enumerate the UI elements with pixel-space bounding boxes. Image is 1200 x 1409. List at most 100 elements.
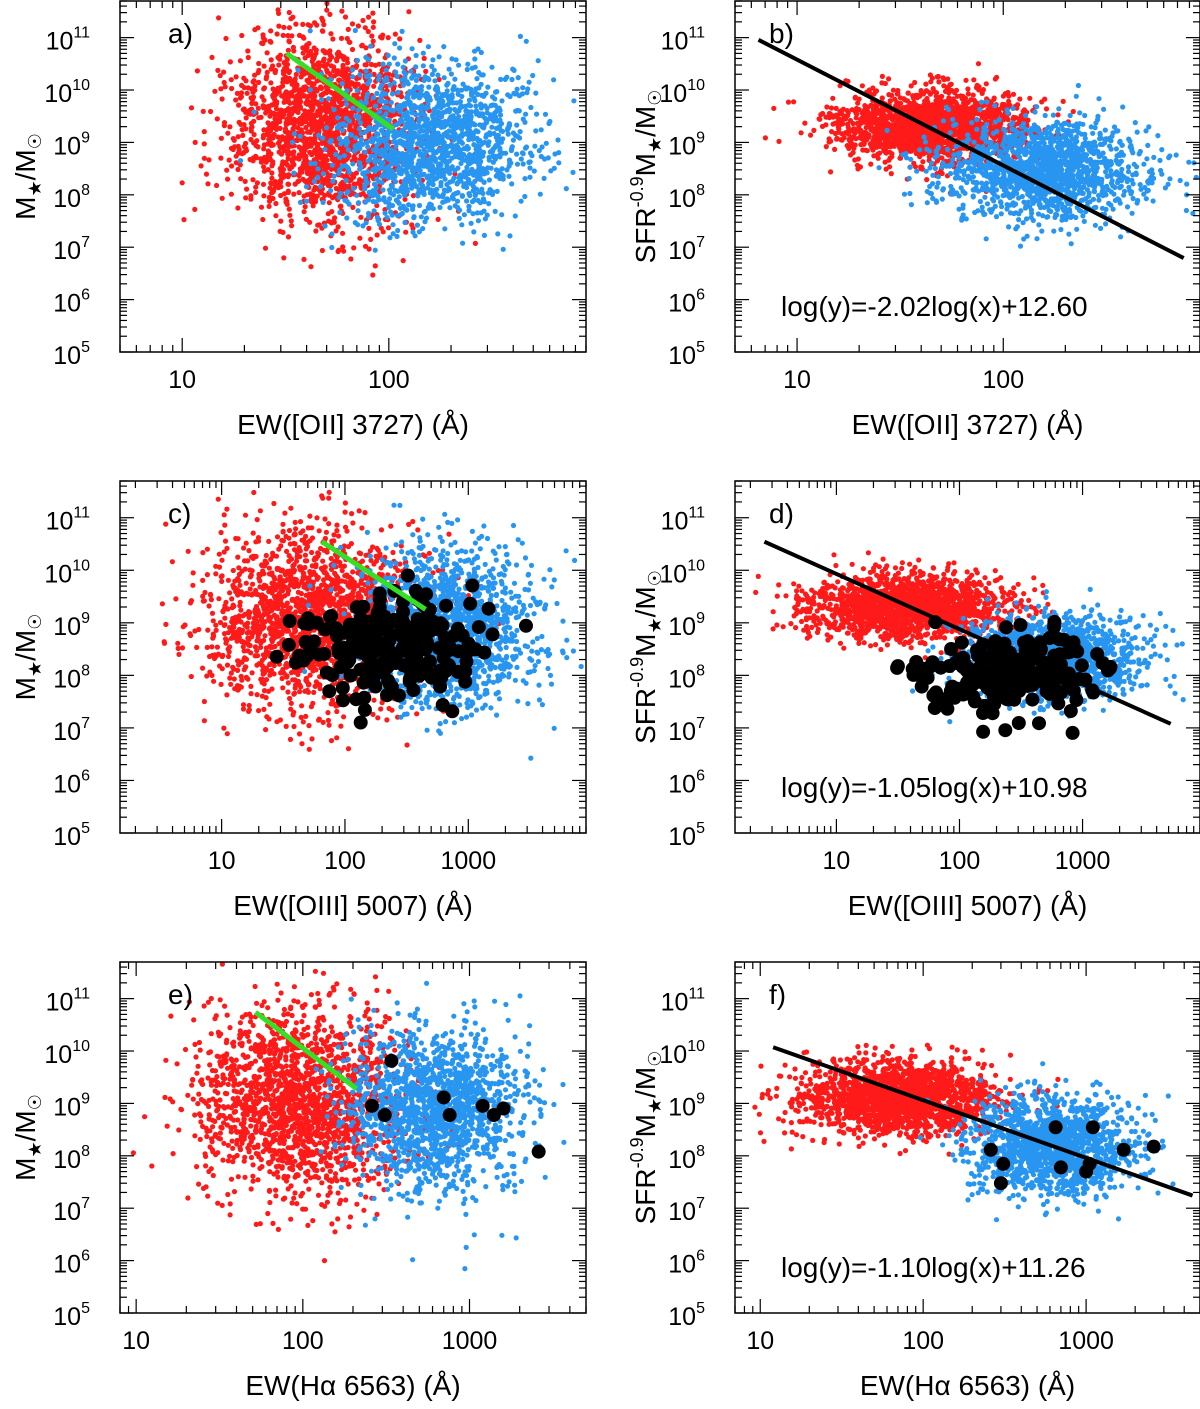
- data-point: [818, 112, 824, 118]
- data-point: [380, 229, 386, 235]
- data-point: [366, 246, 372, 252]
- data-point: [296, 178, 302, 184]
- data-point: [402, 71, 408, 77]
- data-point: [934, 74, 940, 80]
- data-point: [350, 74, 356, 80]
- data-point: [436, 54, 442, 60]
- data-point: [206, 157, 212, 163]
- data-point: [486, 157, 492, 163]
- data-point: [473, 86, 479, 92]
- data-point: [284, 61, 291, 68]
- data-point: [776, 138, 782, 144]
- data-point: [454, 87, 461, 93]
- data-point: [301, 35, 307, 41]
- data-point: [437, 170, 443, 176]
- data-point: [376, 165, 382, 172]
- data-point: [542, 156, 548, 162]
- data-point: [331, 107, 337, 113]
- data-point: [431, 67, 437, 73]
- data-point: [413, 64, 419, 70]
- data-point: [266, 203, 272, 209]
- data-point: [260, 132, 267, 138]
- data-point: [418, 143, 424, 149]
- data-point: [343, 178, 349, 184]
- data-point: [362, 25, 368, 31]
- data-point: [489, 94, 496, 100]
- data-point: [415, 94, 421, 100]
- data-point: [351, 245, 357, 251]
- data-point: [273, 200, 279, 207]
- data-point: [308, 264, 314, 270]
- data-point: [460, 117, 466, 123]
- data-point: [399, 94, 405, 100]
- data-point: [389, 91, 396, 97]
- data-point: [375, 121, 381, 127]
- data-point: [833, 105, 839, 111]
- data-point: [442, 226, 448, 232]
- data-point: [266, 198, 273, 204]
- data-point: [307, 28, 313, 34]
- data-point: [388, 209, 394, 215]
- data-point: [423, 68, 429, 74]
- data-point: [303, 124, 309, 131]
- data-point: [376, 158, 382, 164]
- data-point: [330, 178, 336, 184]
- data-point: [328, 166, 334, 172]
- data-point: [904, 141, 910, 148]
- data-point: [286, 206, 292, 212]
- data-point: [402, 196, 408, 202]
- data-point: [494, 89, 500, 95]
- data-point: [327, 139, 333, 145]
- data-point: [339, 8, 345, 14]
- data-point: [326, 200, 332, 206]
- data-point: [493, 125, 500, 131]
- data-point: [421, 77, 427, 83]
- data-point: [438, 183, 444, 189]
- data-point: [277, 228, 283, 234]
- data-point: [342, 14, 349, 20]
- data-point: [214, 182, 220, 189]
- data-point: [324, 7, 330, 13]
- data-point: [349, 46, 356, 53]
- data-point: [326, 119, 332, 125]
- data-point: [506, 173, 512, 179]
- data-point: [464, 66, 470, 73]
- data-point: [374, 232, 380, 238]
- data-point: [212, 88, 218, 94]
- data-point: [370, 24, 376, 30]
- data-point: [370, 139, 376, 145]
- data-point: [295, 125, 301, 131]
- data-point: [460, 240, 466, 246]
- data-point: [404, 165, 410, 171]
- data-point: [520, 85, 526, 91]
- data-point: [992, 76, 999, 82]
- data-point: [936, 79, 942, 85]
- data-point: [336, 194, 342, 200]
- data-point: [275, 134, 281, 140]
- data-point: [391, 80, 397, 86]
- data-point: [886, 157, 892, 163]
- data-point: [323, 100, 330, 106]
- data-point: [192, 139, 198, 145]
- data-point: [358, 136, 364, 142]
- data-point: [273, 103, 279, 109]
- data-point: [262, 245, 269, 251]
- data-point: [343, 138, 349, 144]
- data-point: [282, 126, 289, 132]
- data-point: [285, 47, 291, 54]
- data-point: [1055, 112, 1061, 118]
- data-point: [992, 114, 998, 120]
- data-point: [281, 24, 287, 30]
- data-point: [317, 154, 323, 160]
- data-point: [188, 105, 195, 111]
- data-point: [289, 164, 295, 170]
- data-point: [308, 174, 315, 180]
- data-point: [261, 97, 267, 103]
- data-point: [454, 125, 460, 131]
- data-point: [303, 184, 310, 190]
- data-point: [860, 119, 866, 125]
- data-point: [365, 28, 371, 35]
- data-point: [459, 104, 465, 110]
- data-point: [1043, 106, 1050, 112]
- data-point: [260, 216, 266, 223]
